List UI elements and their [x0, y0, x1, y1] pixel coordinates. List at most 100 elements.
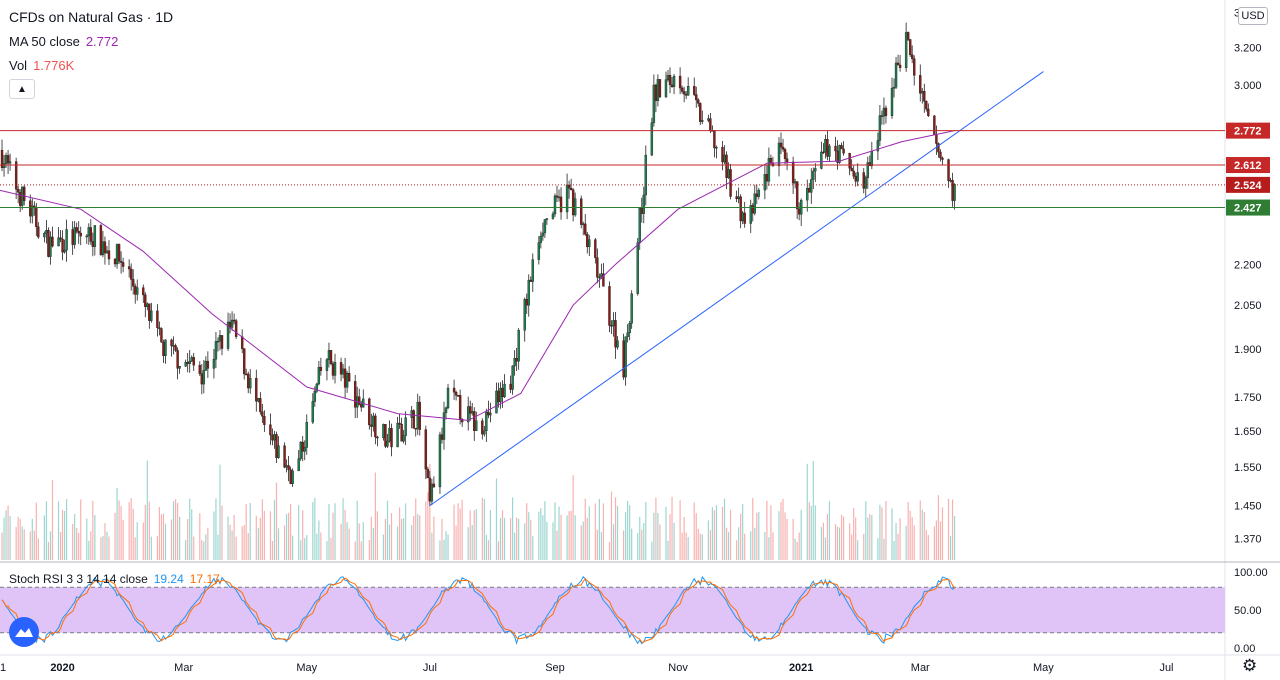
candle-down — [440, 434, 444, 440]
candle-up — [311, 401, 315, 423]
candle-down — [347, 373, 351, 382]
candle-down — [862, 172, 865, 189]
candle-up — [273, 434, 276, 441]
candle-down — [739, 196, 742, 222]
candle-down — [797, 208, 801, 215]
candle-up — [686, 85, 690, 96]
candle-up — [303, 447, 306, 452]
collapse-legend-button[interactable]: ▲ — [9, 79, 35, 99]
candle-down — [622, 340, 625, 378]
stoch-legend[interactable]: Stoch RSI 3 3 14 14 close 19.24 17.17 — [9, 572, 220, 586]
candle-down — [121, 262, 125, 267]
candle-down — [220, 335, 224, 349]
candle-up — [767, 158, 771, 182]
price-tick-label: 1.550 — [1234, 462, 1262, 474]
candle-down — [822, 151, 825, 154]
candle-up — [218, 335, 222, 342]
candle-up — [806, 188, 809, 201]
stoch-tick-label: 50.00 — [1234, 605, 1262, 617]
candle-up — [8, 161, 12, 164]
candle-up — [753, 193, 756, 214]
candle-up — [190, 357, 193, 362]
candle-up — [616, 340, 619, 348]
candle-up — [878, 115, 882, 141]
candle-down — [497, 390, 500, 403]
candle-up — [471, 411, 474, 414]
candle-up — [386, 440, 389, 447]
candle-down — [680, 87, 684, 92]
candle-down — [358, 396, 361, 405]
stoch-lines — [1, 575, 956, 645]
stoch-d-value: 17.17 — [189, 572, 220, 586]
candle-down — [783, 149, 787, 159]
candle-up — [216, 340, 220, 343]
ma-line — [0, 130, 955, 421]
candle-up — [325, 359, 329, 371]
candle-up — [598, 276, 601, 279]
candle-up — [864, 177, 867, 189]
candle-down — [515, 358, 518, 362]
stoch-band — [0, 586, 1225, 634]
candle-up — [553, 195, 557, 215]
candle-down — [469, 406, 472, 414]
candle-down — [261, 411, 264, 417]
candle-down — [287, 465, 290, 471]
candle-down — [473, 411, 476, 431]
candle-up — [65, 229, 68, 251]
candle-down — [0, 149, 4, 168]
candle-up — [372, 415, 375, 427]
candle-down — [487, 411, 490, 416]
gear-icon[interactable]: ⚙ — [1242, 656, 1258, 675]
candle-down — [269, 424, 272, 436]
level-label-bg — [1226, 199, 1270, 216]
candle-up — [150, 310, 153, 321]
candle-up — [551, 213, 555, 219]
candle-down — [927, 108, 930, 116]
candle-down — [695, 94, 698, 101]
stoch-tick-label: 100.00 — [1234, 567, 1268, 579]
candle-down — [206, 360, 210, 369]
candle-down — [368, 398, 371, 426]
candle-down — [751, 205, 754, 214]
candle-up — [188, 360, 191, 364]
candle-down — [51, 236, 54, 247]
candle-down — [275, 434, 278, 458]
candle-up — [672, 75, 676, 87]
candle-up — [184, 362, 187, 367]
volume-legend[interactable]: Vol 1.776K — [9, 58, 74, 73]
candle-down — [826, 139, 829, 157]
candle-down — [709, 118, 712, 131]
candle-up — [341, 368, 345, 375]
candle-up — [277, 445, 280, 458]
candle-up — [396, 422, 399, 448]
candle-up — [485, 411, 488, 432]
candle-up — [812, 170, 815, 180]
candle-down — [501, 387, 504, 398]
ma-legend[interactable]: MA 50 close 2.772 — [9, 34, 118, 49]
candle-down — [951, 180, 954, 201]
candle-up — [953, 184, 956, 201]
candle-down — [834, 145, 837, 152]
candle-up — [882, 107, 886, 117]
candle-up — [626, 332, 629, 337]
candle-up — [164, 339, 167, 356]
candle-down — [61, 238, 64, 253]
tradingview-logo-icon[interactable] — [9, 617, 39, 647]
candle-down — [414, 428, 417, 430]
candle-down — [580, 198, 583, 225]
candle-down — [567, 184, 571, 189]
candle-up — [388, 428, 391, 442]
candle-down — [941, 157, 944, 160]
candle-down — [668, 74, 672, 85]
candle-down — [919, 75, 922, 94]
candle-up — [527, 279, 530, 306]
candle-up — [146, 303, 149, 307]
candle-up — [757, 189, 761, 197]
candle-up — [523, 299, 526, 331]
candle-up — [446, 387, 450, 409]
candle-up — [489, 412, 492, 416]
currency-button[interactable]: USD — [1238, 7, 1268, 25]
candle-down — [755, 193, 758, 197]
candle-up — [624, 336, 627, 378]
